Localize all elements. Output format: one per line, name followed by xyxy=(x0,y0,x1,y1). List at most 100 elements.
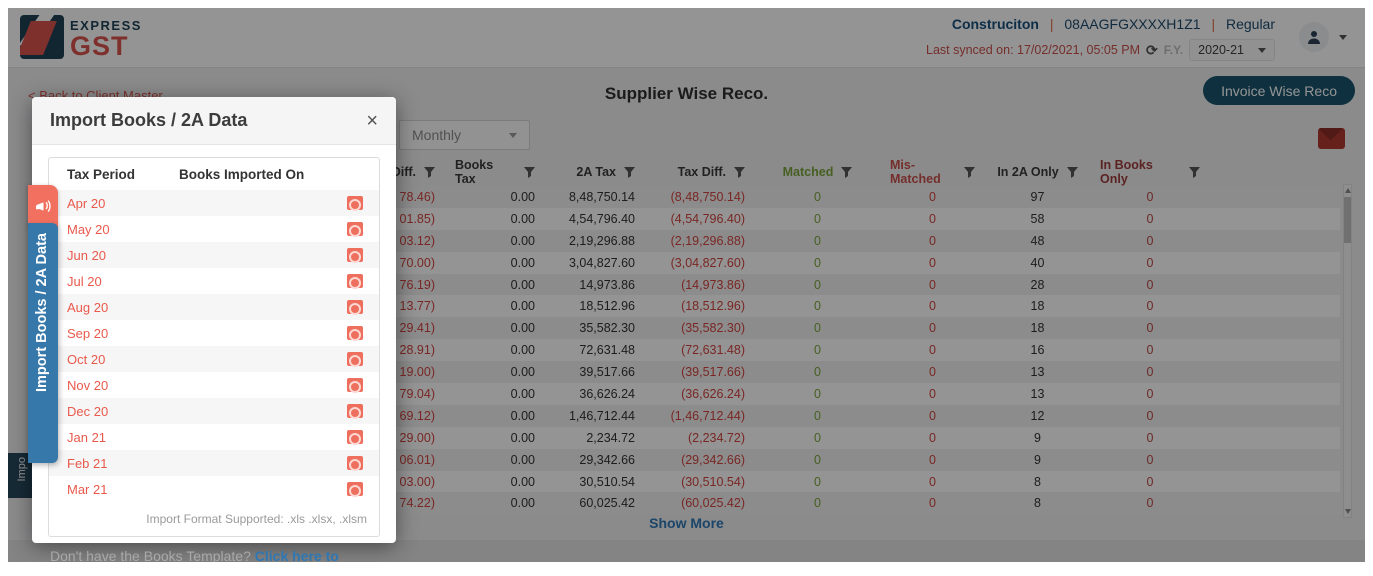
cell-matched: 0 xyxy=(814,321,821,336)
client-info-line: Construciton | 08AAGFGXXXXH1Z1 | Regular xyxy=(951,16,1275,32)
import-excel-icon[interactable] xyxy=(347,456,363,471)
cell-diff: 06.01) xyxy=(399,452,435,467)
tax-period-label[interactable]: Sep 20 xyxy=(67,325,109,341)
tax-period-row[interactable]: Oct 20 xyxy=(49,346,379,372)
period-select[interactable]: Monthly xyxy=(399,120,530,150)
cell-diff: 74.22) xyxy=(399,496,435,511)
tax-period-label[interactable]: Jun 20 xyxy=(67,247,107,263)
client-name[interactable]: Construciton xyxy=(951,16,1039,32)
invoice-wise-reco-button[interactable]: Invoice Wise Reco xyxy=(1203,76,1355,105)
cell-diff: 03.00) xyxy=(399,474,435,489)
cell-mismatched: 0 xyxy=(929,211,936,226)
tax-period-label[interactable]: Nov 20 xyxy=(67,377,109,393)
column-header-2a-tax[interactable]: 2A Tax xyxy=(545,165,645,179)
cell-books-tax: 0.00 xyxy=(510,277,535,292)
bottom-strip xyxy=(8,540,1365,562)
import-excel-icon[interactable] xyxy=(347,378,363,393)
chevron-down-icon xyxy=(509,132,517,138)
megaphone-icon xyxy=(35,200,51,212)
column-header-tax-diff[interactable]: Tax Diff. xyxy=(645,165,755,179)
column-header-books-tax[interactable]: Books Tax xyxy=(445,158,545,186)
cell-in-books-only: 0 xyxy=(1146,343,1154,358)
cell-in-2a-only: 13 xyxy=(1030,365,1045,380)
download-template-link[interactable]: Click here to download. xyxy=(254,548,339,562)
show-more-link[interactable]: Show More xyxy=(649,515,724,531)
import-excel-icon[interactable] xyxy=(347,222,363,237)
column-header-in-2a-only[interactable]: In 2A Only xyxy=(985,165,1090,179)
user-icon xyxy=(1308,31,1320,44)
refresh-icon[interactable]: ⟳ xyxy=(1146,41,1158,58)
tax-period-row[interactable]: Jan 21 xyxy=(49,424,379,450)
user-menu[interactable] xyxy=(1299,22,1347,52)
import-excel-icon[interactable] xyxy=(347,326,363,341)
tax-period-row[interactable]: Apr 20 xyxy=(49,190,379,216)
tax-period-label[interactable]: Apr 20 xyxy=(67,195,106,211)
scroll-thumb[interactable] xyxy=(1344,197,1351,243)
cell-in-books-only: 0 xyxy=(1146,386,1154,401)
import-excel-icon[interactable] xyxy=(347,300,363,315)
vertical-scrollbar[interactable] xyxy=(1343,184,1352,518)
cell-2a-tax: 72,631.48 xyxy=(579,343,635,358)
tax-period-row[interactable]: Mar 21 xyxy=(49,476,379,502)
cell-books-tax: 0.00 xyxy=(510,321,535,336)
cell-mismatched: 0 xyxy=(929,365,936,380)
import-excel-icon[interactable] xyxy=(347,430,363,445)
tax-period-row[interactable]: Nov 20 xyxy=(49,372,379,398)
cell-2a-tax: 18,512.96 xyxy=(579,299,635,314)
cell-2a-tax: 3,04,827.60 xyxy=(568,255,635,270)
chevron-down-icon xyxy=(1258,47,1266,53)
column-header-diff[interactable]: Diff. xyxy=(30,165,445,179)
import-excel-icon[interactable] xyxy=(347,248,363,263)
tax-period-label[interactable]: Jul 20 xyxy=(67,273,102,289)
sidebar-tab-import-books-2a[interactable]: Import Books / 2A Data xyxy=(28,223,58,463)
top-header: EXPRESS GST Construciton | 08AAGFGXXXXH1… xyxy=(8,8,1365,68)
last-synced-text: Last synced on: 17/02/2021, 05:05 PM xyxy=(926,43,1141,57)
import-excel-icon[interactable] xyxy=(347,196,363,211)
import-books-modal: Import Books / 2A Data × Tax Period Book… xyxy=(32,97,396,562)
tax-period-label[interactable]: Aug 20 xyxy=(67,299,109,315)
fy-select[interactable]: 2020-21 xyxy=(1189,39,1275,61)
cell-mismatched: 0 xyxy=(929,343,936,358)
cell-2a-tax: 36,626.24 xyxy=(579,386,635,401)
mail-icon[interactable] xyxy=(1318,128,1345,149)
cell-mismatched: 0 xyxy=(929,233,936,248)
cell-books-tax: 0.00 xyxy=(510,255,535,270)
tax-period-row[interactable]: May 20 xyxy=(49,216,379,242)
cell-in-books-only: 0 xyxy=(1146,321,1154,336)
announcements-tab[interactable] xyxy=(28,185,58,228)
import-excel-icon[interactable] xyxy=(347,404,363,419)
tax-period-label[interactable]: Feb 21 xyxy=(67,455,108,471)
tax-period-row[interactable]: Sep 20 xyxy=(49,320,379,346)
column-header-mismatched[interactable]: Mis-Matched xyxy=(880,158,985,186)
cell-2a-tax: 2,19,296.88 xyxy=(568,233,635,248)
cell-diff: 76.19) xyxy=(399,277,435,292)
cell-2a-tax: 35,582.30 xyxy=(579,321,635,336)
tax-period-row[interactable]: Dec 20 xyxy=(49,398,379,424)
column-header-in-books-only[interactable]: In Books Only xyxy=(1090,158,1210,186)
logo-icon xyxy=(20,15,64,59)
cell-2a-tax: 60,025.42 xyxy=(579,496,635,511)
import-excel-icon[interactable] xyxy=(347,274,363,289)
tax-period-label[interactable]: May 20 xyxy=(67,221,110,237)
column-header-matched[interactable]: Matched xyxy=(755,165,880,179)
tax-period-label[interactable]: Oct 20 xyxy=(67,351,106,367)
scroll-down-arrow[interactable] xyxy=(1345,509,1351,514)
tax-period-row[interactable]: Feb 21 xyxy=(49,450,379,476)
cell-mismatched: 0 xyxy=(929,255,936,270)
client-reg-type: Regular xyxy=(1225,16,1275,32)
cell-in-books-only: 0 xyxy=(1146,189,1154,204)
tax-period-row[interactable]: Jul 20 xyxy=(49,268,379,294)
tax-period-label[interactable]: Dec 20 xyxy=(67,403,109,419)
import-excel-icon[interactable] xyxy=(347,352,363,367)
cell-in-2a-only: 18 xyxy=(1030,321,1045,336)
tax-period-label[interactable]: Mar 21 xyxy=(67,481,108,497)
tax-period-row[interactable]: Jun 20 xyxy=(49,242,379,268)
close-icon[interactable]: × xyxy=(366,109,378,132)
cell-matched: 0 xyxy=(814,277,821,292)
cell-in-books-only: 0 xyxy=(1146,255,1154,270)
tax-period-row[interactable]: Aug 20 xyxy=(49,294,379,320)
tax-period-label[interactable]: Jan 21 xyxy=(67,429,107,445)
express-gst-logo[interactable]: EXPRESS GST xyxy=(20,15,142,60)
scroll-up-arrow[interactable] xyxy=(1345,188,1351,193)
import-excel-icon[interactable] xyxy=(347,482,363,497)
